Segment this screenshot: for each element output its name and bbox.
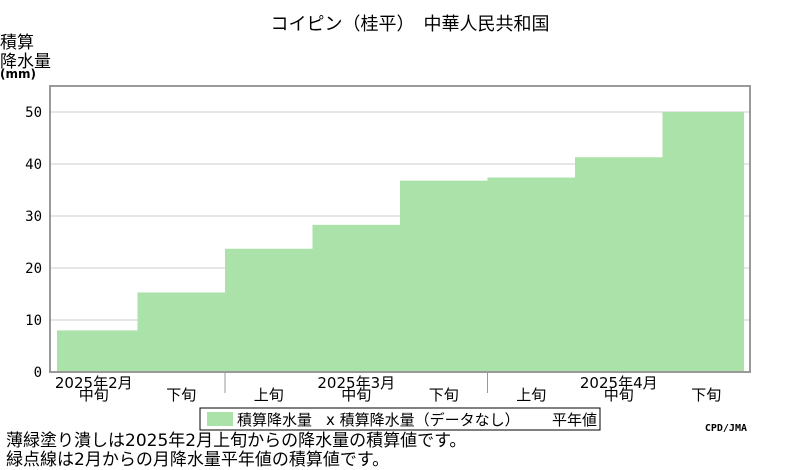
legend-accumulated: 積算降水量 [237,411,312,429]
x-period-label: 上旬 [254,386,284,404]
accumulated-step [487,177,575,372]
x-month-label: 2025年4月 [580,374,658,392]
y-tick-label: 40 [25,157,42,173]
legend-box [199,407,601,431]
y-axis-label-line2: 降水量 [0,52,51,72]
accumulated-step [662,112,744,372]
x-period-label: 上旬 [516,386,546,404]
note-accumulated: 薄緑塗り潰しは2025年2月上旬からの降水量の積算値です。 [6,431,467,451]
x-period-label: 下旬 [166,386,196,404]
legend-swatch-accumulated [207,412,233,426]
y-tick-label: 0 [34,365,42,381]
y-axis-label-line1: 積算 [0,33,34,53]
chart-title: コイピン（桂平） 中華人民共和国 [271,14,550,35]
plot-frame [49,85,751,393]
note-normal: 緑点線は2月からの月降水量平年値の積算値です。 [6,450,390,470]
x-period-label: 中旬 [79,386,109,404]
accumulated-step [575,157,663,372]
x-month-label: 2025年3月 [317,374,395,392]
y-axis-ticks: 0 10 20 30 40 50 [25,105,42,381]
credit-label: CPD/JMA [705,423,747,434]
legend: 積算降水量 x 積算降水量（データなし） 平年値 [199,407,601,431]
y-tick-label: 50 [25,105,42,121]
accumulated-step [57,330,138,372]
accumulated-step [225,248,313,372]
y-axis-unit: (mm) [0,67,36,81]
x-period-label: 中旬 [341,386,371,404]
y-tick-label: 10 [25,313,42,329]
legend-normal: 平年値 [552,411,597,429]
accumulated-step [400,180,488,372]
x-period-label: 下旬 [429,386,459,404]
legend-no-data: x 積算降水量（データなし） [326,411,520,429]
y-tick-label: 20 [25,261,42,277]
x-month-label: 2025年2月 [55,374,133,392]
plot-border [49,85,751,373]
accumulated-step [137,292,225,372]
x-period-label: 下旬 [691,386,721,404]
x-period-label: 中旬 [604,386,634,404]
data-area [57,112,744,372]
accumulated-step [312,224,400,372]
x-axis-labels: 中旬 下旬 上旬 中旬 下旬 上旬 中旬 下旬 2025年2月 2025年3月 2025年4月 [55,374,721,404]
y-tick-label: 30 [25,209,42,225]
